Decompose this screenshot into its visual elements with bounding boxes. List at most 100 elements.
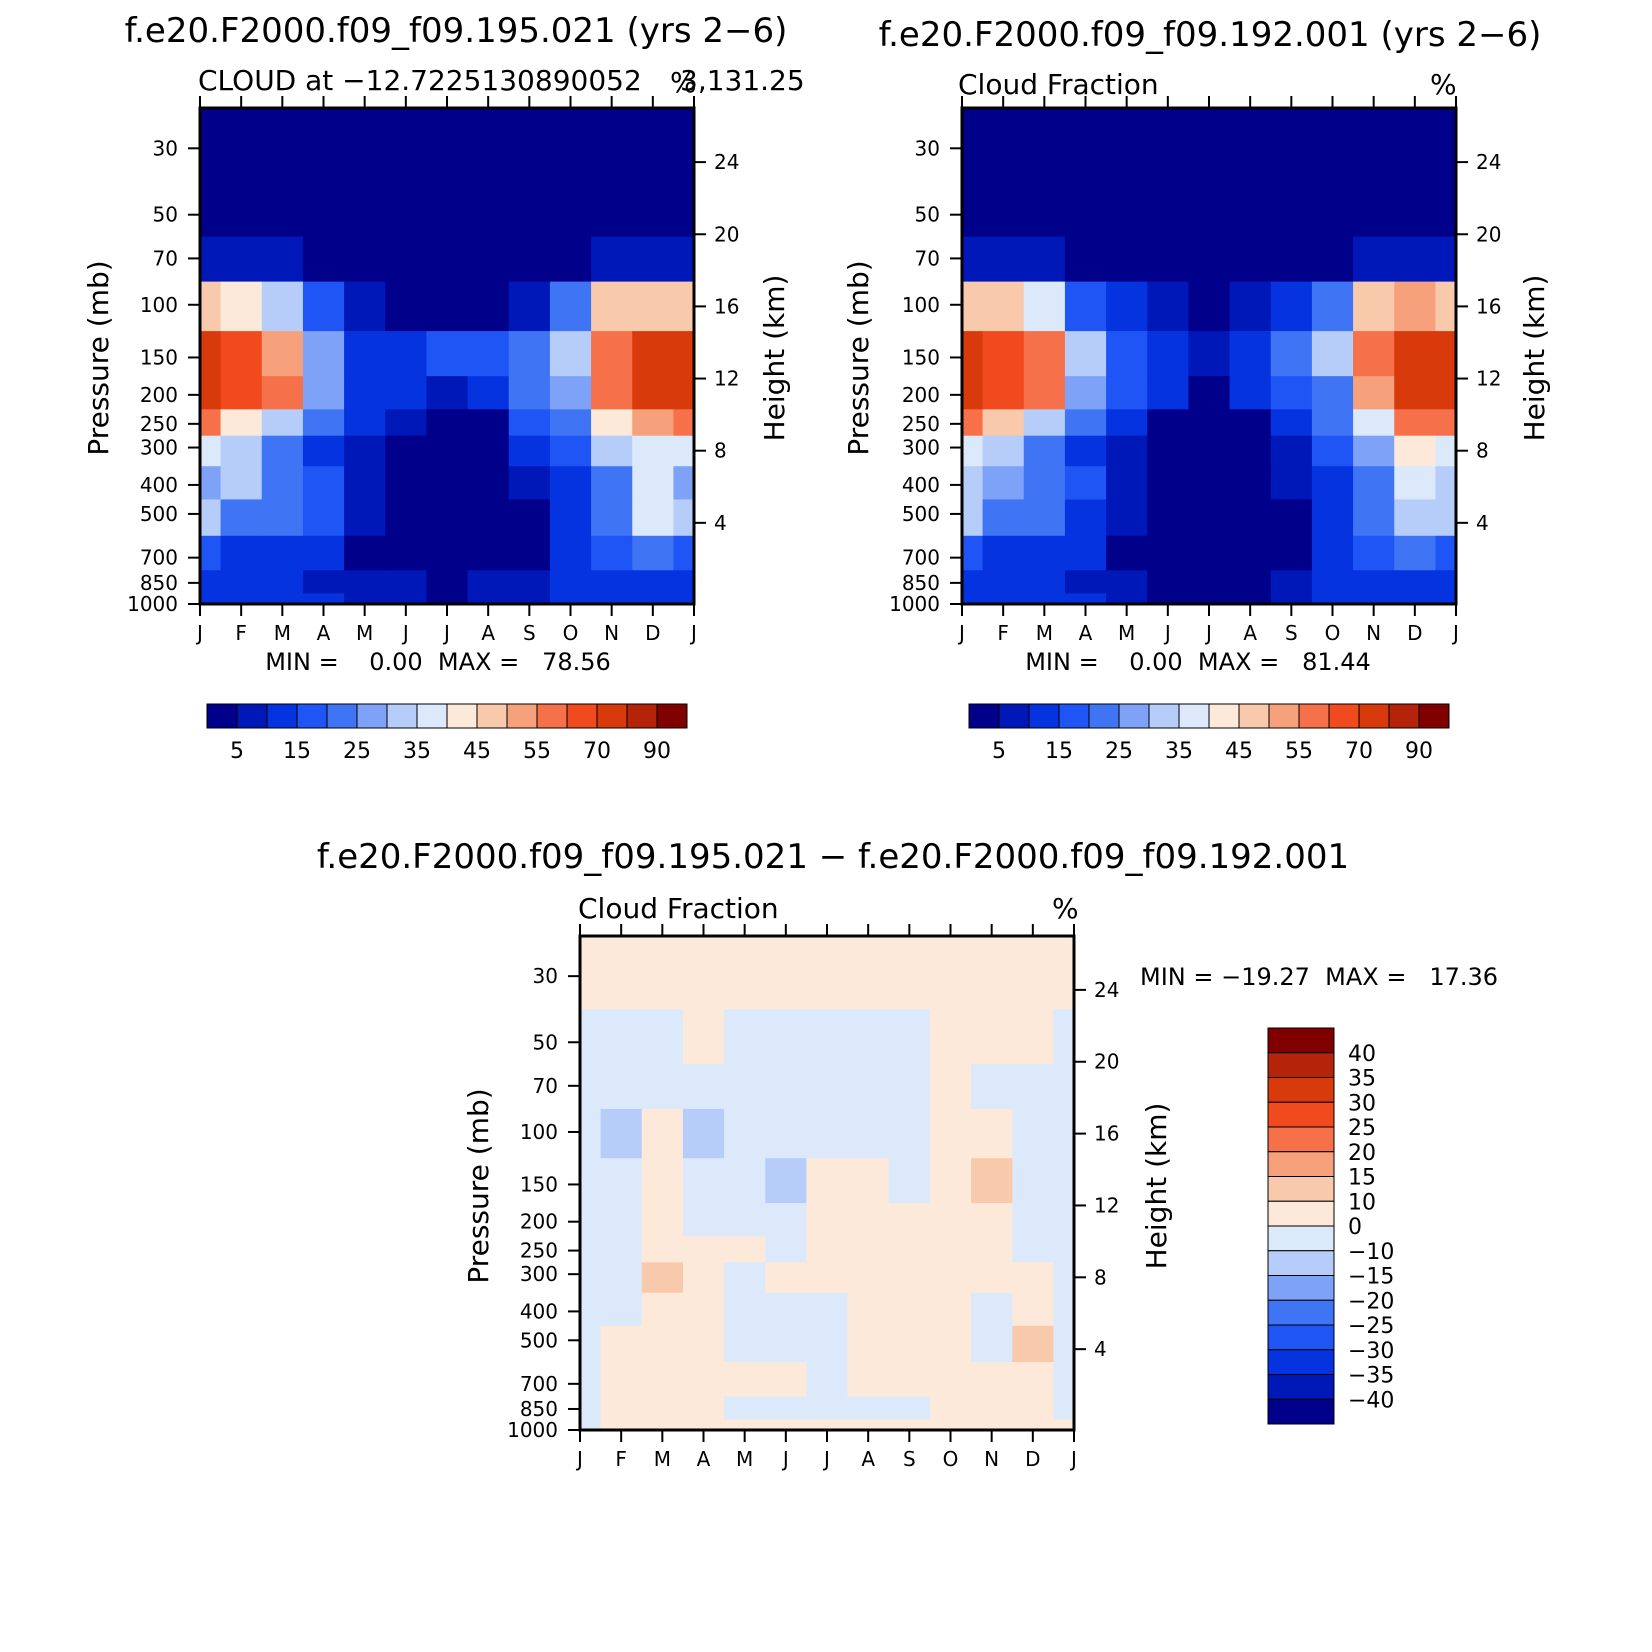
heatmap-cell [1353,593,1395,605]
heatmap-cell [847,1158,890,1204]
heatmap-cell [200,435,222,467]
colorbar-swatch [356,703,388,729]
heatmap-cell [508,535,551,571]
heatmap-cell [982,570,1025,595]
heatmap-cell [1106,593,1148,605]
heatmap-cell [971,1203,1013,1237]
panel3-subtitle-left: Cloud Fraction [578,892,779,925]
panel1-subtitle-left: CLOUD at −12.7225130890052 [198,64,642,97]
heatmap-cell [200,409,222,437]
heatmap-cell [385,108,428,183]
panel2-ylabel: Pressure (mb) [842,260,875,455]
heatmap-cell [971,1108,1013,1159]
heatmap-cell [682,1009,725,1065]
heatmap-cell [673,376,695,410]
heatmap-cell [1435,331,1457,377]
heatmap-cell [1311,435,1354,467]
heatmap-cell [200,499,222,537]
heatmap-cell [847,1362,890,1398]
y-tick-label: 30 [533,964,558,988]
y-tick-right-label: 24 [1094,978,1119,1002]
heatmap-cell [1435,108,1457,183]
heatmap-cell [467,331,510,377]
x-tick-label: A [861,1447,875,1471]
heatmap-cell [1353,466,1395,501]
heatmap-cell [200,570,222,595]
colorbar-swatch [566,703,598,729]
heatmap-cell [426,281,469,332]
heatmap-cell [1012,1203,1055,1237]
heatmap-cell [467,593,510,605]
heatmap-cell [971,1292,1013,1327]
heatmap-cell [261,499,304,537]
heatmap-cell [632,376,675,410]
heatmap-cell [220,409,263,437]
heatmap-cell [580,936,602,1010]
heatmap-cell [682,1203,725,1237]
heatmap-cell [591,236,633,283]
heatmap-cell [1353,535,1395,571]
heatmap-cell [724,1203,766,1237]
x-tick-label: M [736,1447,753,1471]
colorbar-label: −15 [1348,1265,1394,1290]
y-tick-label: 100 [902,293,940,317]
heatmap-cell [1053,1203,1075,1237]
heatmap-cell [580,1108,602,1159]
panel1-ylabel: Pressure (mb) [82,260,115,455]
heatmap-cell [1064,376,1107,410]
heatmap-cell [467,281,510,332]
heatmap-cell [847,1203,890,1237]
heatmap-cell [1394,499,1437,537]
heatmap-cell [220,499,263,537]
heatmap-cell [1147,570,1190,595]
heatmap-cell [1394,435,1437,467]
heatmap-cell [673,535,695,571]
heatmap-cell [888,1325,931,1363]
y-tick-right-label: 4 [1094,1337,1107,1361]
colorbar-swatch [1267,1101,1335,1128]
heatmap-cell [1023,236,1066,283]
heatmap-cell [467,435,510,467]
y-tick-right-label: 8 [1094,1265,1107,1289]
heatmap-cell [1353,181,1395,238]
heatmap-cell [600,1203,643,1237]
y-tick-label: 300 [902,436,940,460]
heatmap-cell [888,1262,931,1294]
y-tick-label: 70 [153,246,178,270]
heatmap-cell [1147,108,1190,183]
heatmap-cell [982,236,1025,283]
colorbar-swatch [1298,703,1330,729]
colorbar-swatch [656,703,688,729]
heatmap-cell [1311,499,1354,537]
colorbar-label: 35 [1165,739,1193,764]
heatmap-cell [220,435,263,467]
heatmap-cell [1394,331,1437,377]
heatmap-cell [888,1236,931,1263]
colorbar-swatch [476,703,508,729]
colorbar-swatch [1267,1349,1335,1375]
x-tick-label: J [442,621,450,645]
heatmap-cell [580,1396,602,1421]
colorbar-label: 5 [230,739,244,764]
heatmap-cell [1064,236,1107,283]
heatmap-cell [1012,936,1055,1010]
x-tick-label: A [1079,621,1093,645]
heatmap-cell [1229,435,1272,467]
heatmap-cell [1106,466,1148,501]
x-tick-label: O [943,1447,959,1471]
colorbar-swatch [326,703,358,729]
y-tick-label: 250 [140,412,178,436]
colorbar-swatch [266,703,298,729]
heatmap-cell [1023,535,1066,571]
heatmap-cell [1229,466,1272,501]
heatmap-cell [1147,466,1190,501]
x-tick-label: S [903,1447,916,1471]
heatmap-cell [600,1158,643,1204]
heatmap-cell [220,331,263,377]
heatmap-cell [261,535,304,571]
heatmap-cell [982,409,1025,437]
heatmap-cell [1053,1108,1075,1159]
heatmap-cell [261,435,304,467]
heatmap-cell [467,570,510,595]
